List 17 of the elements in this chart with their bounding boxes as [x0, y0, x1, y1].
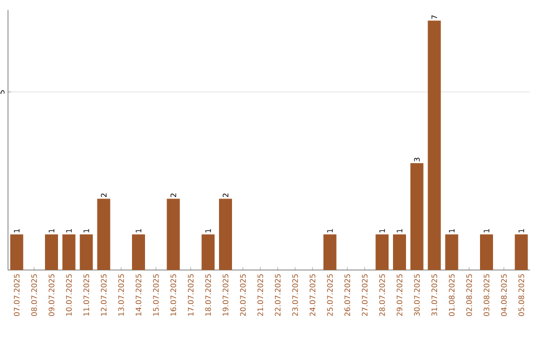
bar — [202, 234, 215, 270]
bar — [62, 234, 76, 270]
bar — [323, 234, 336, 270]
bar — [80, 234, 93, 270]
bar — [480, 234, 494, 270]
bar — [410, 163, 424, 270]
bar — [45, 234, 58, 270]
bar — [393, 234, 406, 270]
bar — [166, 198, 180, 270]
bar — [10, 234, 24, 270]
bar — [376, 234, 389, 270]
bar — [445, 234, 458, 270]
bar — [428, 20, 441, 270]
bar — [132, 234, 146, 270]
bar — [219, 198, 232, 270]
bar — [97, 198, 110, 270]
bar — [514, 234, 528, 270]
